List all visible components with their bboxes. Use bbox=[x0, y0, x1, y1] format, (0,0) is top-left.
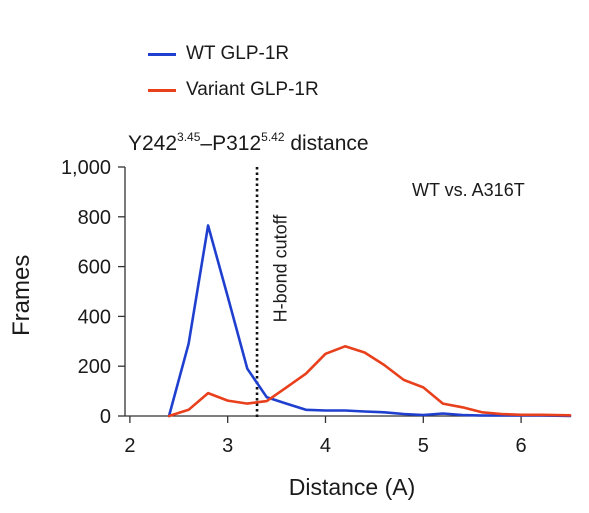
title-tail: distance bbox=[284, 132, 369, 155]
legend-item-variant: Variant GLP-1R bbox=[148, 72, 319, 108]
y-tick-label: 1,000 bbox=[61, 157, 111, 179]
title-residue-2-sup: 5.42 bbox=[261, 130, 285, 144]
comparison-annotation: WT vs. A316T bbox=[412, 180, 525, 200]
legend-label-wt: WT GLP-1R bbox=[186, 43, 290, 64]
legend-label-variant: Variant GLP-1R bbox=[186, 79, 319, 100]
x-tick-label: 4 bbox=[320, 435, 331, 457]
y-tick-label: 0 bbox=[100, 406, 111, 428]
ticks: 0 200 400 600 800 1,000 2 3 4 5 6 bbox=[61, 157, 527, 457]
x-tick-label: 3 bbox=[222, 435, 233, 457]
y-tick-label: 200 bbox=[78, 356, 111, 378]
y-tick-label: 800 bbox=[78, 207, 111, 229]
y-tick-label: 600 bbox=[78, 257, 111, 279]
title-residue-2: P312 bbox=[212, 132, 262, 155]
y-axis-label: Frames bbox=[8, 254, 35, 336]
y-tick-label: 400 bbox=[78, 306, 111, 328]
x-tick-label: 2 bbox=[124, 435, 135, 457]
legend-swatch-wt bbox=[148, 52, 176, 56]
axes bbox=[124, 167, 570, 417]
x-axis-label: Distance (A) bbox=[288, 474, 416, 500]
title-residue-1: Y242 bbox=[128, 132, 178, 155]
legend: WT GLP-1R Variant GLP-1R bbox=[148, 36, 319, 108]
legend-item-wt: WT GLP-1R bbox=[148, 36, 319, 72]
x-tick-label: 6 bbox=[516, 435, 527, 457]
series-lines bbox=[167, 224, 572, 418]
x-tick-label: 5 bbox=[418, 435, 429, 457]
series-line-variant bbox=[167, 344, 572, 418]
title-residue-1-sup: 3.45 bbox=[177, 130, 201, 144]
chart-title: Y2423.45–P3125.42 distance bbox=[128, 130, 369, 156]
legend-swatch-variant bbox=[148, 88, 176, 92]
cutoff-label: H-bond cutoff bbox=[270, 214, 291, 323]
series-line-wt bbox=[167, 224, 572, 418]
title-dash: – bbox=[200, 132, 213, 155]
